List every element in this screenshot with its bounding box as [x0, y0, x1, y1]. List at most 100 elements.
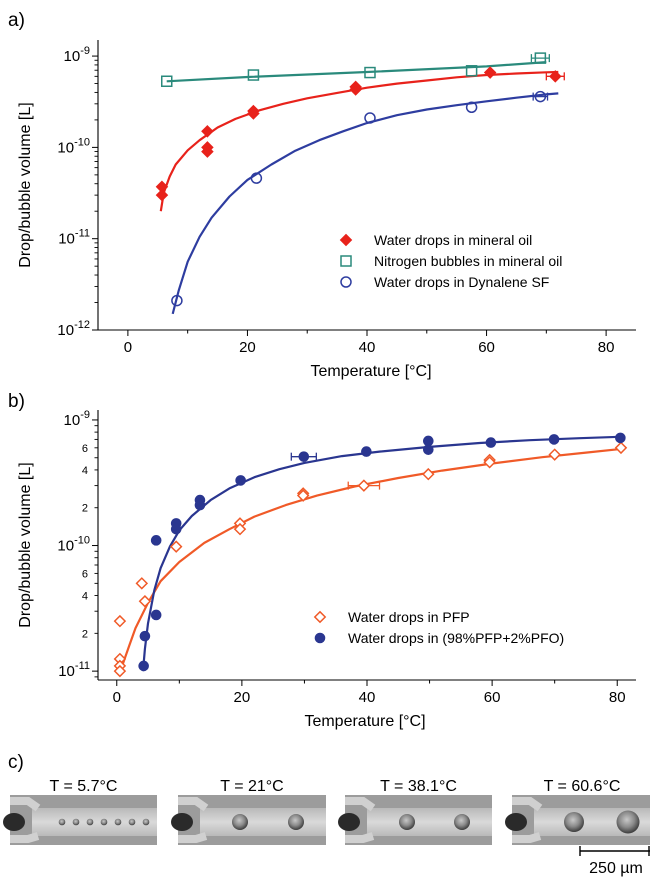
chart-a-axes [97, 40, 636, 331]
drop [399, 814, 415, 830]
legend-label-1: Nitrogen bubbles in mineral oil [374, 253, 562, 269]
data-point-series-1 [615, 432, 626, 444]
data-point-series-1 [465, 65, 478, 77]
drop [128, 818, 136, 826]
data-point-series-0 [483, 456, 496, 469]
x-tick-label: 60 [484, 689, 501, 706]
data-point-series-0 [296, 489, 310, 502]
y-tick-label: 10-10 [57, 535, 90, 555]
data-point-series-1 [138, 660, 149, 672]
x-tick-label: 80 [609, 689, 626, 706]
x-tick-label: 60 [478, 339, 495, 356]
data-point-series-0 [349, 83, 362, 96]
y-tick-label: 10-10 [57, 136, 90, 156]
micrograph-inlet-bottom [178, 832, 208, 843]
chart-b-legend: Water drops in PFP Water drops in (98%PFP… [313, 609, 564, 646]
data-point-series-1 [160, 75, 173, 88]
legend-label-2: Water drops in Dynalene SF [374, 274, 549, 290]
data-point-series-0 [549, 70, 562, 83]
chart-a-legend: Water drops in mineral oil Nitrogen bubbl… [339, 232, 562, 290]
chart-b-y-axis-label: Drop/bubble volume [L] [17, 462, 34, 627]
micrograph-inlet-top [10, 797, 41, 812]
scale-bar-label: 250 µm [589, 860, 643, 877]
micrograph-inlet-top [345, 797, 376, 812]
y-tick-label: 10-9 [64, 45, 90, 65]
chart-a: 0 20 40 60 80 10-12 10-11 10-10 10-9 Temperature… [17, 40, 636, 380]
micrograph-label: T = 60.6°C [544, 778, 621, 795]
data-point-series-2 [364, 112, 376, 124]
data-point-series-1 [247, 69, 260, 81]
x-tick-label: 0 [113, 689, 121, 706]
data-point-series-0 [422, 467, 435, 481]
micrograph-channel [367, 808, 492, 836]
legend-marker-1 [340, 255, 352, 267]
data-point-series-2 [465, 101, 478, 114]
data-point-series-1 [534, 52, 547, 64]
data-point-series-0 [155, 188, 169, 202]
micrograph-inlet-top [512, 797, 543, 812]
y-tick-label: 10-11 [58, 660, 90, 680]
panel-c-label: c) [8, 752, 24, 773]
micrograph-inlet-top [178, 797, 209, 812]
data-point-series-1 [548, 434, 560, 445]
data-point-series-0 [138, 595, 152, 608]
fit-curve-2 [171, 92, 559, 315]
drop [232, 814, 248, 830]
drop [616, 810, 640, 834]
data-point-series-2 [534, 90, 547, 103]
photo-strip: T = 5.7°C T = 21°C T = 38.1°C T = 60.6°C [3, 778, 650, 845]
micrograph-channel [32, 808, 157, 836]
data-point-series-1 [139, 630, 151, 642]
chart-a-y-axis-label: Drop/bubble volume [L] [17, 102, 34, 267]
drop [564, 812, 584, 832]
chart-b: 0 20 40 60 80 10-11 10-10 10-9 2 4 6 2 4 6 Temperatur… [17, 409, 636, 730]
micrograph-tip [3, 813, 25, 831]
x-tick-label: 40 [359, 689, 376, 706]
data-point-series-0 [233, 522, 247, 536]
micrograph-tip [505, 813, 527, 831]
data-point-series-1 [485, 437, 497, 448]
y-minor-tick-label: 4 [82, 465, 88, 477]
data-point-series-0 [483, 66, 497, 79]
legend-label-0: Water drops in PFP [348, 609, 470, 625]
drop [454, 814, 470, 830]
y-minor-tick-label: 2 [82, 503, 88, 515]
data-point-series-1 [170, 523, 182, 535]
panel-a-label: a) [8, 10, 25, 31]
y-tick-label: 10-11 [58, 228, 90, 248]
panel-b-label: b) [8, 391, 25, 412]
y-minor-tick-label: 6 [82, 568, 88, 580]
chart-b-x-axis-label: Temperature [°C] [304, 713, 425, 730]
micrograph-inlet-bottom [10, 832, 40, 843]
micrograph-tip [171, 813, 193, 831]
data-point-series-1 [150, 609, 162, 621]
data-point-series-2 [171, 294, 183, 307]
data-point-series-0 [247, 107, 260, 120]
data-point-series-1 [194, 499, 206, 511]
x-tick-label: 40 [359, 339, 376, 356]
y-tick-label: 10-9 [64, 409, 90, 429]
y-tick-label: 10-12 [57, 319, 90, 339]
micrograph-tip [338, 813, 360, 831]
x-tick-label: 20 [234, 689, 251, 706]
micrograph-label: T = 38.1°C [380, 778, 457, 795]
legend-label-1: Water drops in (98%PFP+2%PFO) [348, 630, 564, 646]
y-minor-tick-label: 6 [82, 443, 88, 455]
data-point-series-1 [364, 66, 376, 79]
micrograph-label: T = 21°C [220, 778, 283, 795]
micrograph-inlet-bottom [512, 832, 542, 843]
micrograph-inlet-bottom [345, 832, 375, 843]
legend-marker-0 [313, 610, 327, 624]
data-point-series-0 [357, 479, 371, 492]
micrograph-2: T = 38.1°C [338, 778, 492, 845]
data-point-series-2 [250, 172, 263, 184]
chart-b-points [113, 432, 628, 678]
micrograph-label: T = 5.7°C [50, 778, 118, 795]
data-point-series-1 [150, 535, 162, 546]
legend-marker-0 [339, 233, 353, 247]
data-point-series-1 [361, 446, 372, 457]
drop [288, 814, 304, 830]
fit-curve-0 [159, 70, 559, 212]
chart-a-points [155, 52, 565, 307]
drop [100, 818, 108, 826]
